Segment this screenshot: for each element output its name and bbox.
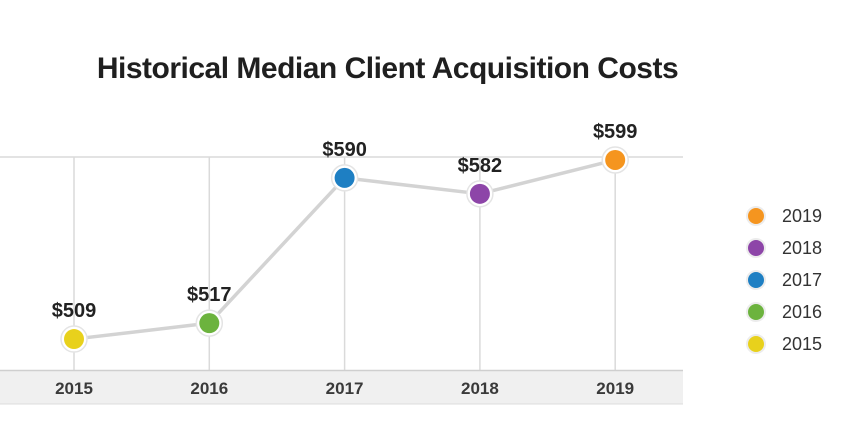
legend-item[interactable]: 2015	[746, 328, 822, 360]
legend-item[interactable]: 2018	[746, 232, 822, 264]
data-label: $582	[458, 155, 503, 177]
x-tick-label: 2019	[596, 379, 634, 398]
data-point[interactable]	[605, 149, 626, 170]
data-label: $517	[187, 284, 232, 306]
legend-swatch-icon	[746, 334, 766, 354]
legend-item[interactable]: 2016	[746, 296, 822, 328]
chart-title: Historical Median Client Acquisition Cos…	[96, 52, 679, 85]
legend-label: 2017	[782, 269, 823, 290]
x-tick-label: 2017	[326, 379, 364, 398]
legend-swatch-icon	[746, 302, 766, 322]
data-label: $590	[322, 139, 367, 161]
legend-label: 2018	[782, 237, 823, 258]
data-label: $599	[593, 121, 638, 143]
chart-legend: 2019 2018 2017 2016 2015	[746, 200, 822, 360]
legend-label: 2019	[782, 205, 823, 226]
data-point[interactable]	[469, 183, 490, 204]
x-tick-label: 2015	[55, 379, 93, 398]
data-point[interactable]	[199, 313, 220, 334]
data-label: $509	[52, 300, 97, 322]
legend-item[interactable]: 2017	[746, 264, 822, 296]
x-axis-band	[0, 370, 683, 404]
legend-swatch-icon	[746, 206, 766, 226]
x-tick-label: 2018	[461, 379, 499, 398]
legend-swatch-icon	[746, 238, 766, 258]
data-point[interactable]	[64, 329, 84, 350]
legend-swatch-icon	[746, 270, 766, 290]
legend-label: 2016	[782, 301, 823, 322]
data-point[interactable]	[334, 167, 355, 188]
x-tick-label: 2016	[190, 379, 228, 398]
legend-item[interactable]: 2019	[746, 200, 822, 232]
legend-label: 2015	[782, 333, 823, 354]
